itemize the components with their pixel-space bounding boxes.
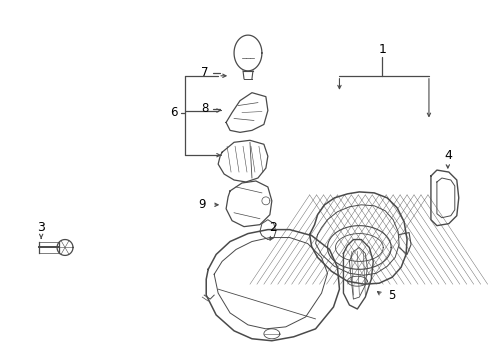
Text: 5: 5: [387, 289, 395, 302]
Text: 1: 1: [378, 42, 386, 55]
Text: 9: 9: [198, 198, 205, 211]
Text: 4: 4: [443, 149, 451, 162]
Text: 8: 8: [201, 102, 208, 115]
Text: 3: 3: [37, 221, 45, 234]
Text: 7: 7: [201, 66, 208, 79]
Text: 6: 6: [169, 106, 177, 119]
Text: 2: 2: [268, 221, 276, 234]
